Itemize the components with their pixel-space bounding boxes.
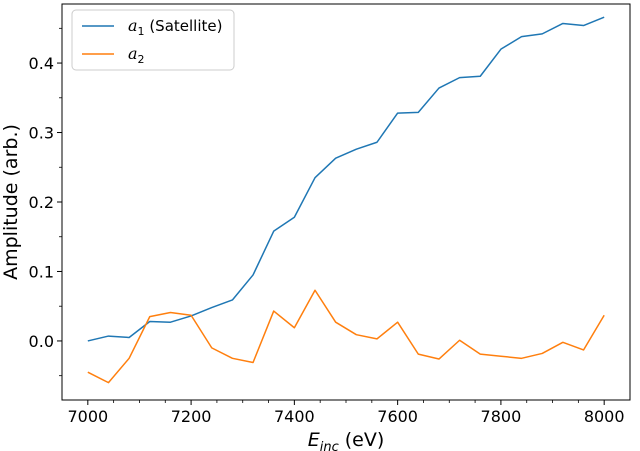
x-tick-label: 7200	[171, 407, 212, 426]
legend-entry-1: a1 (Satellite)	[128, 16, 222, 38]
y-tick-label: 0.0	[29, 332, 54, 351]
y-axis-label: Amplitude (arb.)	[0, 124, 22, 280]
legend-box	[71, 9, 235, 71]
x-axis-label: Einc (eV)	[308, 429, 385, 451]
ticks: 7000 7200 7400 7600 7800 8000 0.0 0.1 0.2 0.3 0.4	[29, 27, 625, 426]
x-tick-label: 7000	[67, 407, 108, 426]
legend-entry-2: a2	[128, 44, 145, 66]
series-line-2	[87, 289, 605, 384]
y-tick-label: 0.4	[29, 54, 54, 73]
x-tick-label: 7800	[481, 407, 522, 426]
x-tick-label: 7400	[274, 407, 315, 426]
y-tick-label: 0.3	[29, 124, 54, 143]
legend: a1 (Satellite) a2	[71, 9, 235, 71]
axis-labels: Einc (eV) Amplitude (arb.)	[0, 124, 384, 451]
y-tick-label: 0.1	[29, 262, 54, 281]
x-tick-label: 8000	[584, 407, 625, 426]
series-layer	[87, 16, 605, 384]
y-tick-label: 0.2	[29, 193, 54, 212]
x-tick-label: 7600	[377, 407, 418, 426]
series-line-1	[87, 16, 605, 342]
